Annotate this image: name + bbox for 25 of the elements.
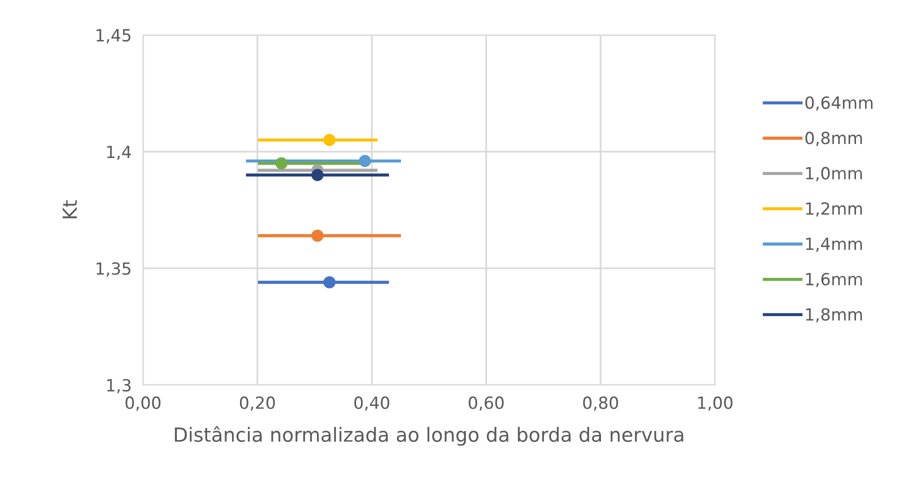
point — [323, 134, 336, 146]
legend-label: 0,64mm — [805, 96, 872, 111]
x-tick-label: 0,20 — [240, 396, 275, 411]
x-axis-title: Distância normalizada ao longo da borda da nervura — [174, 426, 684, 446]
x-tick-label: 0,00 — [126, 396, 160, 411]
x-tick-label: 0,80 — [583, 396, 618, 411]
point — [311, 168, 324, 182]
y-tick-label: 1,35 — [96, 262, 130, 277]
y-tick-label: 1,45 — [96, 29, 130, 44]
legend-label: 1,8mm — [806, 308, 862, 322]
legend-label: 1,0mm — [806, 166, 862, 182]
legend-label: 0,8mm — [805, 132, 862, 146]
point — [275, 157, 288, 170]
legend-label: 1,4mm — [806, 238, 862, 252]
x-tick-label: 0,40 — [354, 396, 390, 411]
point — [311, 230, 324, 242]
point — [323, 276, 336, 288]
y-axis-title: Kt — [62, 200, 77, 218]
legend-label: 1,6mm — [806, 272, 862, 288]
x-tick-label: 1,00 — [698, 396, 732, 411]
y-tick-label: 1,3 — [107, 378, 131, 394]
point — [358, 154, 372, 168]
x-tick-label: 0,60 — [468, 396, 504, 411]
legend-label: 1,2mm — [806, 202, 862, 217]
y-tick-label: 1,4 — [107, 146, 131, 160]
